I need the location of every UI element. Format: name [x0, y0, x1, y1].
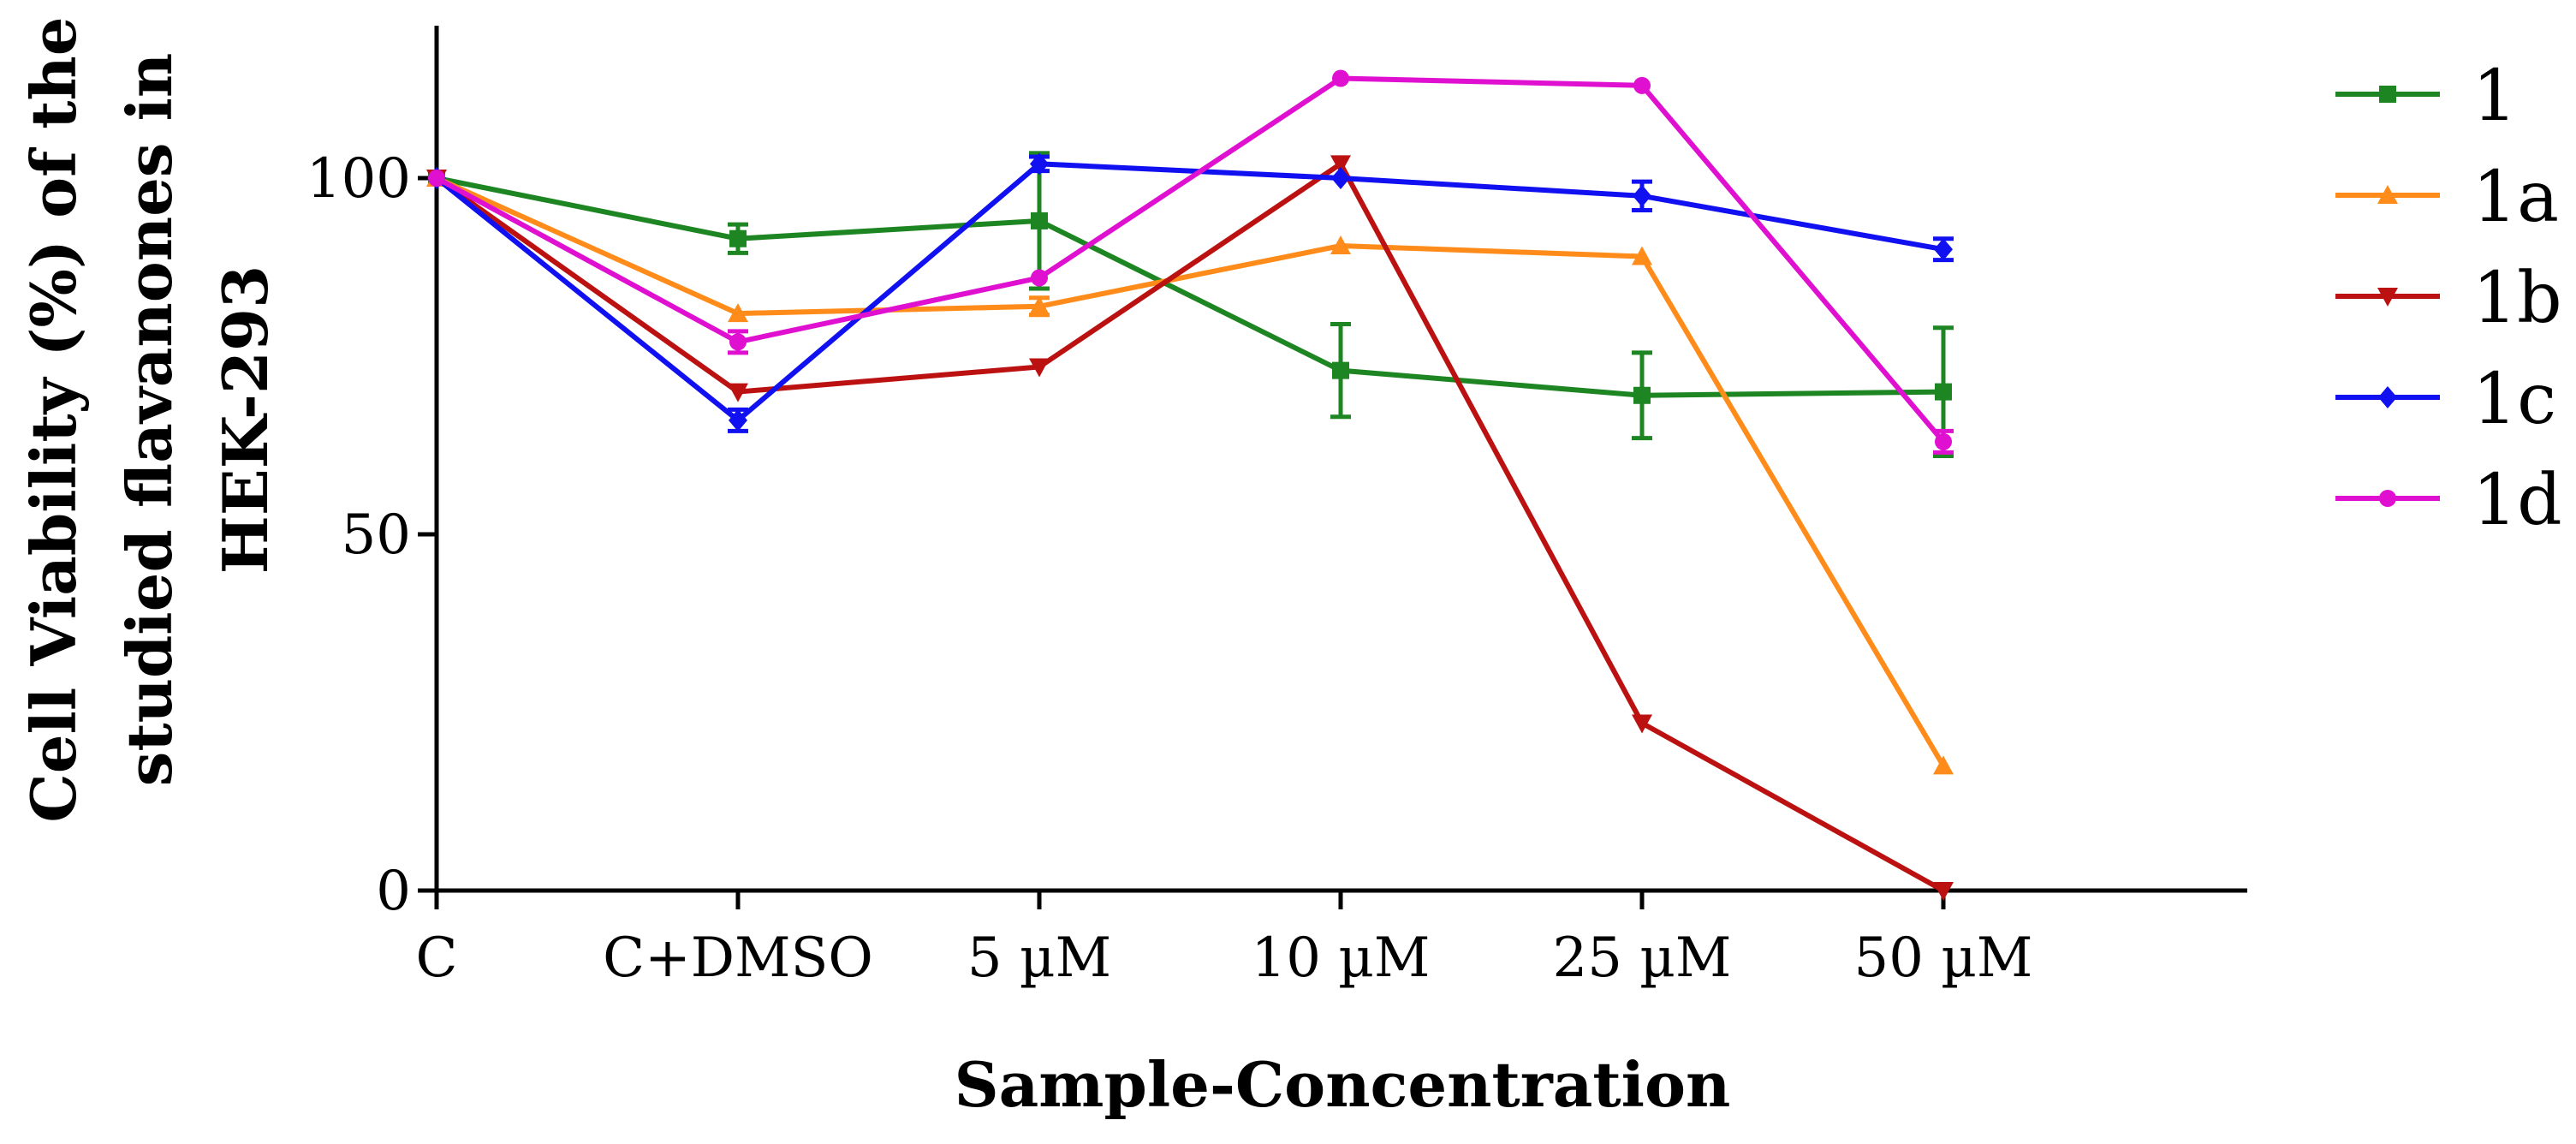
x-tick-label: 25 µM	[1553, 927, 1732, 990]
data-point	[728, 303, 748, 323]
legend-marker	[2379, 86, 2396, 103]
y-tick-label: 50	[342, 503, 411, 567]
x-tick-label: 50 µM	[1854, 927, 2033, 990]
data-point	[1331, 167, 1350, 189]
data-point	[1029, 295, 1050, 315]
legend-marker	[2378, 386, 2397, 408]
legend-item-1: 1	[2335, 56, 2517, 137]
data-point	[1633, 386, 1651, 404]
y-axis-title-line-1: Cell Viability (%) of the	[17, 16, 90, 822]
y-tick-label: 100	[306, 147, 411, 211]
data-point	[1633, 76, 1651, 94]
series-line-1c	[435, 161, 1944, 424]
data-point	[1332, 69, 1349, 87]
legend-item-1d: 1d	[2335, 460, 2562, 541]
legend-label: 1a	[2472, 157, 2559, 238]
y-axis-title: Cell Viability (%) of the studied flavan…	[17, 16, 282, 822]
series-1b	[426, 155, 1954, 901]
data-point	[1935, 383, 1952, 401]
series-line-1a	[435, 176, 1946, 767]
series-1c	[427, 152, 1954, 433]
data-point	[1633, 184, 1651, 207]
series-line-1d	[435, 75, 1946, 444]
data-point	[729, 229, 747, 247]
data-point	[1934, 238, 1953, 261]
series-1d	[428, 69, 1954, 455]
legend-label: 1d	[2472, 460, 2562, 541]
data-point	[1933, 755, 1954, 775]
legend-item-1b: 1b	[2335, 258, 2562, 339]
legend-marker	[2377, 185, 2398, 204]
data-point	[428, 170, 445, 187]
legend-label: 1b	[2472, 258, 2562, 339]
legend-item-1c: 1c	[2335, 359, 2556, 440]
legend-label: 1	[2472, 56, 2517, 137]
series-1	[428, 151, 1954, 458]
data-point	[1332, 361, 1349, 379]
y-tick-label: 0	[376, 860, 411, 923]
legend-label: 1c	[2472, 359, 2556, 440]
data-point	[1330, 155, 1351, 175]
series-group	[426, 69, 1954, 901]
series-line-1	[436, 176, 1944, 398]
legend: 1 1a 1b 1c 1d	[2335, 56, 2562, 541]
series-1a	[426, 168, 1954, 775]
x-tick-label: 5 µM	[967, 927, 1111, 990]
y-axis-title-line-3: HEK-293	[209, 265, 282, 574]
data-point	[1031, 269, 1048, 287]
x-axis-title: Sample-Concentration	[955, 1048, 1731, 1121]
data-point	[1029, 358, 1050, 378]
axes: 0 50 100 C C+DMSO 5 µM 10 µM 25 µM 50 µM	[306, 26, 2247, 990]
data-point	[729, 333, 747, 351]
legend-item-1a: 1a	[2335, 157, 2559, 238]
x-tick-label: C+DMSO	[603, 927, 873, 990]
data-point	[728, 383, 748, 402]
data-point	[1030, 152, 1049, 176]
series-line-1b	[435, 160, 1945, 893]
data-point	[1031, 212, 1048, 229]
data-point	[1935, 432, 1952, 450]
x-tick-label: 10 µM	[1252, 927, 1431, 990]
data-point	[1330, 235, 1351, 255]
data-point	[1632, 714, 1652, 734]
legend-marker	[2379, 490, 2396, 507]
x-tick-label: C	[416, 927, 458, 990]
legend-marker	[2377, 288, 2398, 307]
data-point	[1632, 246, 1652, 265]
y-axis-title-line-2: studied flavanones in	[113, 53, 186, 786]
data-point	[729, 408, 747, 432]
data-point	[1933, 882, 1954, 901]
